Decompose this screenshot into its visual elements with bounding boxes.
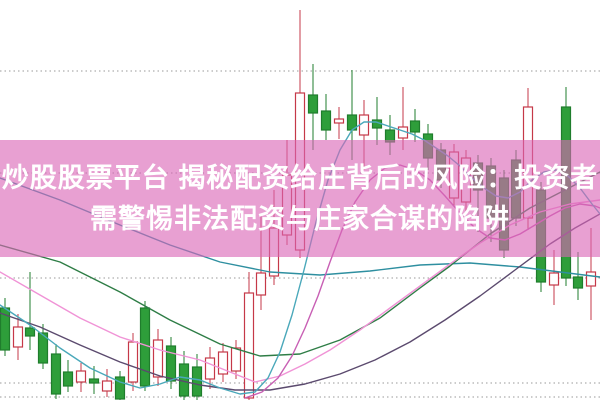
candle-down [24, 272, 36, 350]
candle-body [333, 118, 345, 124]
candle-body [37, 332, 49, 364]
candle-body [204, 357, 216, 380]
candle-body [307, 94, 319, 114]
candle-body [127, 341, 139, 383]
candle-up [548, 250, 560, 305]
candle-up [230, 340, 242, 379]
candle-body [358, 114, 370, 136]
candle-down [88, 366, 100, 394]
candle-down [572, 252, 584, 300]
candle-down [37, 324, 49, 369]
headline-line-2: 需警惕非法配资与庄家合谋的陷阱 [90, 203, 510, 234]
candle-body [50, 353, 62, 395]
candle-body [548, 272, 560, 286]
candle-body [585, 271, 597, 287]
candle-down [320, 94, 332, 140]
candle-body [62, 371, 74, 387]
candle-body [101, 380, 113, 392]
candle-up [217, 343, 229, 382]
candle-up [127, 333, 139, 391]
candle-down [62, 360, 74, 392]
candle-body [409, 120, 421, 133]
candle-down [409, 109, 421, 142]
candle-body [191, 366, 203, 397]
candle-body [88, 378, 100, 384]
headline-banner: 炒股股票平台 揭秘配资给庄背后的风险：投资者 需警惕非法配资与庄家合谋的陷阱 [0, 140, 600, 257]
candle-up [75, 363, 87, 392]
candle-body [255, 272, 267, 296]
candle-up [12, 314, 24, 360]
candle-down [50, 344, 62, 399]
ma-dark-slate [0, 213, 600, 391]
candle-down [114, 371, 126, 400]
candle-body [243, 292, 255, 399]
candle-body [139, 307, 151, 387]
candle-up [152, 329, 164, 386]
candle-body [12, 326, 24, 348]
candle-body [24, 327, 36, 337]
candle-down [191, 354, 203, 400]
headline-line-1: 炒股股票平台 揭秘配资给庄背后的风险：投资者 [1, 162, 599, 193]
candle-body [230, 347, 242, 372]
candle-down [178, 351, 190, 400]
candle-body [217, 351, 229, 375]
candle-body [114, 376, 126, 400]
candle-body [75, 370, 87, 383]
candle-up [204, 347, 216, 389]
candle-up [333, 107, 345, 139]
candle-body [320, 110, 332, 131]
candle-down [371, 97, 383, 145]
candle-body [152, 339, 164, 378]
candle-body [572, 276, 584, 289]
candle-up [101, 369, 113, 397]
candle-down [307, 64, 319, 150]
candle-body [165, 345, 177, 382]
